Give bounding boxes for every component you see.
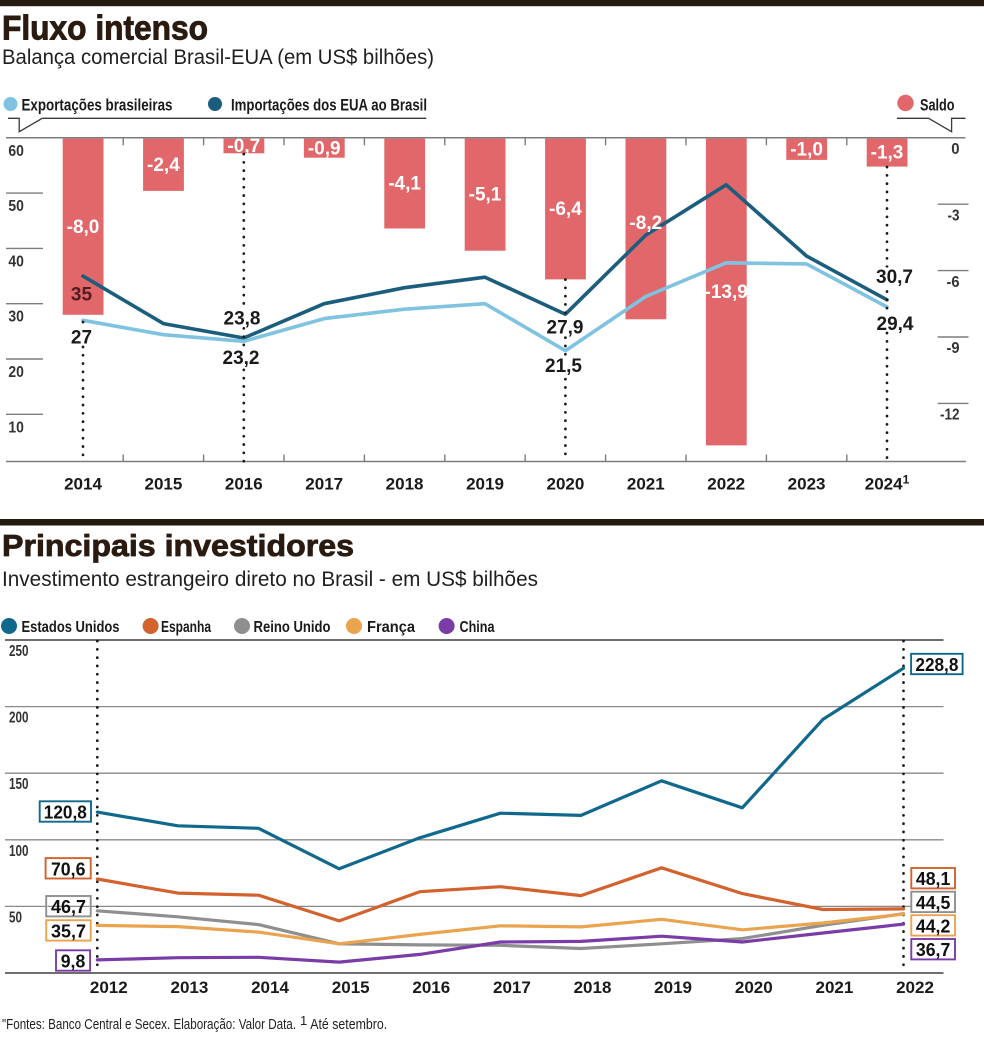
svg-text:2018: 2018 bbox=[574, 978, 612, 997]
svg-text:100: 100 bbox=[9, 843, 29, 860]
svg-text:44,5: 44,5 bbox=[916, 892, 951, 913]
svg-text:9,8: 9,8 bbox=[61, 951, 86, 972]
svg-text:-1,0: -1,0 bbox=[790, 139, 823, 160]
svg-text:2017: 2017 bbox=[305, 475, 343, 494]
svg-text:-6: -6 bbox=[947, 274, 960, 291]
svg-text:23,8: 23,8 bbox=[224, 308, 261, 329]
svg-text:2019: 2019 bbox=[466, 475, 504, 494]
svg-text:23,2: 23,2 bbox=[223, 348, 260, 369]
svg-text:200: 200 bbox=[9, 710, 29, 727]
svg-text:2020: 2020 bbox=[735, 978, 773, 997]
svg-text:50: 50 bbox=[8, 198, 24, 215]
svg-text:-5,1: -5,1 bbox=[469, 185, 502, 206]
svg-text:2015: 2015 bbox=[332, 978, 370, 997]
svg-text:-6,4: -6,4 bbox=[549, 199, 582, 220]
svg-text:48,1: 48,1 bbox=[916, 868, 951, 889]
svg-text:Espanha: Espanha bbox=[161, 619, 211, 636]
svg-text:35: 35 bbox=[71, 285, 93, 306]
svg-text:Principais investidores: Principais investidores bbox=[2, 528, 354, 563]
svg-text:60: 60 bbox=[8, 143, 24, 160]
svg-text:2023: 2023 bbox=[788, 475, 826, 494]
svg-text:Fluxo intenso: Fluxo intenso bbox=[2, 10, 208, 48]
svg-text:29,4: 29,4 bbox=[877, 314, 914, 335]
svg-text:2018: 2018 bbox=[386, 475, 424, 494]
svg-text:46,7: 46,7 bbox=[51, 896, 86, 917]
svg-text:2022: 2022 bbox=[896, 978, 934, 997]
svg-text:44,2: 44,2 bbox=[916, 915, 951, 936]
svg-text:10: 10 bbox=[8, 419, 24, 436]
svg-text:2014: 2014 bbox=[64, 475, 102, 494]
svg-text:-1,3: -1,3 bbox=[871, 143, 904, 164]
svg-text:Balança comercial Brasil-EUA (: Balança comercial Brasil-EUA (em US$ bil… bbox=[2, 46, 434, 69]
svg-text:36,7: 36,7 bbox=[916, 939, 951, 960]
svg-text:Reino Unido: Reino Unido bbox=[254, 619, 331, 636]
svg-text:Importações dos EUA ao Brasil: Importações dos EUA ao Brasil bbox=[231, 96, 427, 115]
svg-text:2020: 2020 bbox=[546, 475, 584, 494]
svg-text:Saldo: Saldo bbox=[920, 96, 955, 115]
svg-text:-12: -12 bbox=[940, 407, 960, 424]
svg-text:-8,0: -8,0 bbox=[67, 217, 100, 238]
svg-text:-0,9: -0,9 bbox=[308, 138, 341, 159]
svg-text:40: 40 bbox=[8, 253, 24, 270]
svg-text:30: 30 bbox=[8, 309, 24, 326]
svg-text:2013: 2013 bbox=[170, 978, 208, 997]
svg-text:0: 0 bbox=[951, 141, 959, 158]
svg-text:30,7: 30,7 bbox=[876, 267, 913, 288]
svg-text:2016: 2016 bbox=[225, 475, 263, 494]
svg-text:Investimento estrangeiro diret: Investimento estrangeiro direto no Brasi… bbox=[2, 568, 538, 591]
svg-text:50: 50 bbox=[9, 909, 22, 926]
svg-text:2012: 2012 bbox=[90, 978, 128, 997]
svg-text:"Fontes: Banco Central e Secex: "Fontes: Banco Central e Secex. Elaboraç… bbox=[2, 1013, 387, 1033]
svg-text:2022: 2022 bbox=[707, 475, 745, 494]
svg-text:20: 20 bbox=[8, 364, 24, 381]
svg-text:-3: -3 bbox=[948, 207, 960, 224]
svg-text:70,6: 70,6 bbox=[51, 858, 86, 879]
svg-text:-4,1: -4,1 bbox=[388, 174, 421, 195]
svg-text:250: 250 bbox=[9, 643, 29, 660]
svg-text:2021: 2021 bbox=[815, 978, 853, 997]
svg-text:150: 150 bbox=[9, 776, 29, 793]
svg-text:2015: 2015 bbox=[144, 475, 182, 494]
svg-text:20241: 20241 bbox=[865, 473, 910, 494]
svg-text:2019: 2019 bbox=[654, 978, 692, 997]
svg-text:35,7: 35,7 bbox=[51, 920, 86, 941]
svg-text:Estados Unidos: Estados Unidos bbox=[22, 619, 120, 636]
svg-text:-13,9: -13,9 bbox=[705, 282, 748, 303]
svg-text:228,8: 228,8 bbox=[915, 654, 958, 675]
svg-text:-9: -9 bbox=[947, 340, 960, 357]
svg-text:Exportações brasileiras: Exportações brasileiras bbox=[22, 96, 173, 115]
svg-text:120,8: 120,8 bbox=[44, 802, 87, 823]
svg-text:França: França bbox=[367, 619, 415, 636]
svg-text:-8,2: -8,2 bbox=[629, 213, 662, 234]
svg-text:27,9: 27,9 bbox=[547, 317, 584, 338]
svg-text:2014: 2014 bbox=[251, 978, 289, 997]
svg-text:-2,4: -2,4 bbox=[147, 155, 180, 176]
svg-text:21,5: 21,5 bbox=[545, 356, 582, 377]
svg-text:-0,7: -0,7 bbox=[227, 136, 260, 157]
svg-text:China: China bbox=[460, 619, 495, 636]
svg-text:27: 27 bbox=[71, 327, 92, 348]
svg-text:2016: 2016 bbox=[412, 978, 450, 997]
svg-text:2017: 2017 bbox=[493, 978, 531, 997]
svg-text:2021: 2021 bbox=[627, 475, 665, 494]
